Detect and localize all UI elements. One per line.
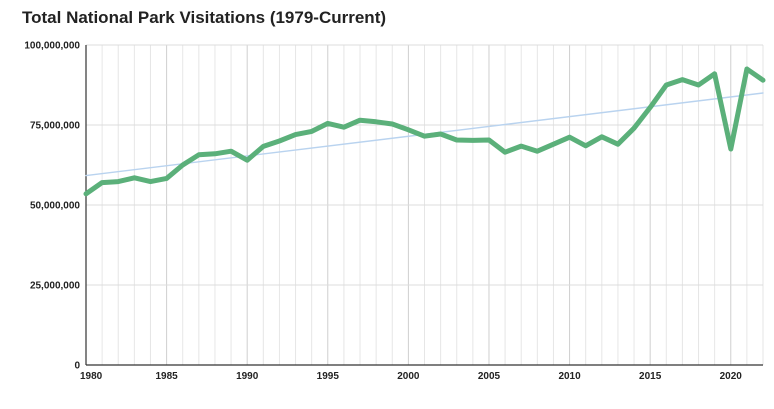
- x-tick-label: 1985: [155, 371, 178, 382]
- x-tick-label: 1990: [236, 371, 259, 382]
- visitations-line: [83, 66, 766, 197]
- y-tick-label: 75,000,000: [30, 121, 80, 132]
- x-tick-label: 1980: [80, 371, 103, 382]
- x-tick-label: 2020: [720, 371, 743, 382]
- chart-title: Total National Park Visitations (1979-Cu…: [22, 8, 387, 27]
- x-tick-label: 2000: [397, 371, 420, 382]
- x-tick-label: 2005: [478, 371, 501, 382]
- x-tick-label: 2015: [639, 371, 662, 382]
- x-tick-label: 1995: [317, 371, 340, 382]
- y-tick-label: 0: [74, 361, 80, 372]
- axes: [85, 45, 763, 366]
- x-tick-label: 2010: [558, 371, 581, 382]
- tick-labels: 0 25,000,000 50,000,000 75,000,000 100,000,0…: [24, 41, 742, 383]
- series-lines: [83, 66, 766, 197]
- grid-lines: [85, 44, 764, 365]
- y-tick-label: 25,000,000: [30, 281, 80, 292]
- y-tick-label: 100,000,000: [24, 41, 80, 52]
- y-tick-label: 50,000,000: [30, 201, 80, 212]
